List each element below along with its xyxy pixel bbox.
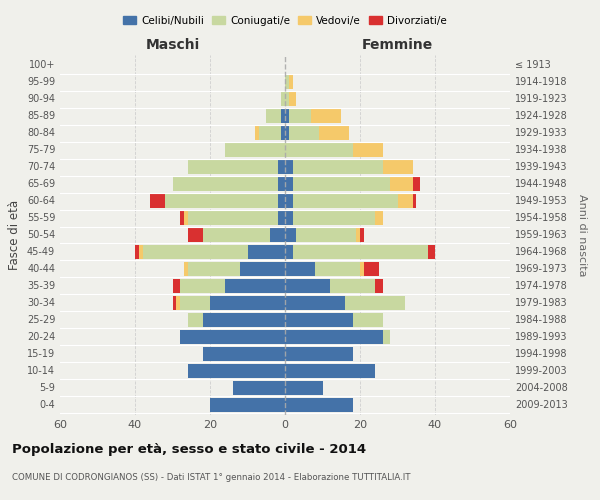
Bar <box>203 228 270 242</box>
Bar <box>135 245 139 259</box>
Bar <box>266 110 281 123</box>
Bar <box>165 194 277 208</box>
Bar <box>187 211 277 225</box>
Bar <box>285 296 345 310</box>
Bar <box>285 381 323 394</box>
Bar <box>360 262 364 276</box>
Bar <box>353 313 383 326</box>
Bar <box>281 126 285 140</box>
Bar <box>187 228 203 242</box>
Bar <box>187 364 285 378</box>
Bar <box>143 245 248 259</box>
Bar <box>285 110 289 123</box>
Bar <box>187 313 203 326</box>
Bar <box>383 160 413 174</box>
Bar <box>277 160 285 174</box>
Bar <box>173 296 176 310</box>
Bar <box>285 347 353 360</box>
Bar <box>285 398 353 411</box>
Bar <box>176 296 180 310</box>
Bar <box>345 296 405 310</box>
Bar <box>203 313 285 326</box>
Bar <box>330 279 375 292</box>
Text: Femmine: Femmine <box>362 38 433 52</box>
Bar <box>180 330 285 344</box>
Bar <box>285 364 375 378</box>
Bar <box>225 144 285 157</box>
Bar <box>315 262 360 276</box>
Bar <box>285 194 293 208</box>
Bar <box>356 228 360 242</box>
Bar <box>353 144 383 157</box>
Y-axis label: Fasce di età: Fasce di età <box>8 200 21 270</box>
Bar <box>281 92 285 106</box>
Text: Maschi: Maschi <box>145 38 200 52</box>
Bar <box>173 178 277 191</box>
Bar <box>285 126 289 140</box>
Bar <box>184 262 187 276</box>
Bar <box>427 245 435 259</box>
Bar <box>139 245 143 259</box>
Bar <box>285 76 289 89</box>
Bar <box>150 194 165 208</box>
Bar <box>180 279 225 292</box>
Bar <box>285 279 330 292</box>
Bar <box>203 347 285 360</box>
Y-axis label: Anni di nascita: Anni di nascita <box>577 194 587 276</box>
Bar <box>180 211 184 225</box>
Bar <box>285 160 293 174</box>
Bar <box>296 228 356 242</box>
Bar <box>285 178 293 191</box>
Bar <box>383 330 390 344</box>
Bar <box>285 144 353 157</box>
Bar <box>413 194 416 208</box>
Bar <box>293 211 375 225</box>
Bar <box>285 245 293 259</box>
Bar <box>311 110 341 123</box>
Bar <box>233 381 285 394</box>
Bar <box>293 245 427 259</box>
Bar <box>289 76 293 89</box>
Bar <box>187 262 240 276</box>
Bar <box>187 160 277 174</box>
Bar <box>173 279 180 292</box>
Text: Popolazione per età, sesso e stato civile - 2014: Popolazione per età, sesso e stato civil… <box>12 442 366 456</box>
Bar <box>285 313 353 326</box>
Bar <box>293 178 390 191</box>
Bar <box>285 92 289 106</box>
Legend: Celibi/Nubili, Coniugati/e, Vedovi/e, Divorziati/e: Celibi/Nubili, Coniugati/e, Vedovi/e, Di… <box>119 12 451 30</box>
Bar <box>293 194 398 208</box>
Bar <box>293 160 383 174</box>
Bar <box>289 92 296 106</box>
Bar <box>375 279 383 292</box>
Bar <box>225 279 285 292</box>
Bar <box>277 194 285 208</box>
Bar <box>364 262 379 276</box>
Bar <box>240 262 285 276</box>
Bar <box>277 178 285 191</box>
Bar <box>413 178 420 191</box>
Bar <box>289 110 311 123</box>
Bar <box>285 211 293 225</box>
Bar <box>210 398 285 411</box>
Bar <box>285 228 296 242</box>
Bar <box>375 211 383 225</box>
Bar <box>248 245 285 259</box>
Bar <box>285 330 383 344</box>
Bar <box>277 211 285 225</box>
Bar <box>360 228 364 242</box>
Bar <box>289 126 319 140</box>
Bar <box>210 296 285 310</box>
Bar <box>259 126 281 140</box>
Bar <box>180 296 210 310</box>
Bar <box>255 126 259 140</box>
Bar <box>270 228 285 242</box>
Text: COMUNE DI CODRONGIANOS (SS) - Dati ISTAT 1° gennaio 2014 - Elaborazione TUTTITAL: COMUNE DI CODRONGIANOS (SS) - Dati ISTAT… <box>12 472 410 482</box>
Bar <box>398 194 413 208</box>
Bar <box>184 211 187 225</box>
Bar <box>281 110 285 123</box>
Bar <box>319 126 349 140</box>
Bar <box>285 262 315 276</box>
Bar <box>390 178 413 191</box>
